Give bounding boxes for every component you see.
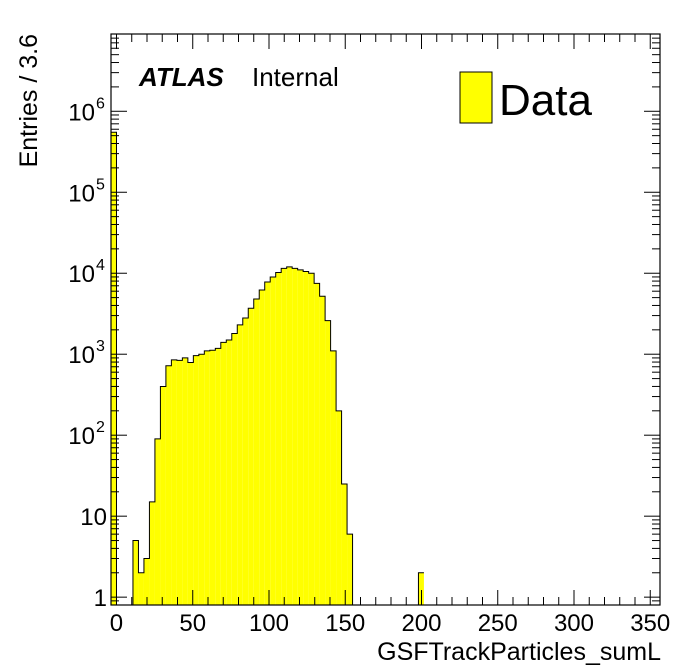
histogram-bar (303, 271, 309, 605)
histogram-bar (319, 296, 326, 605)
y-tick-label-exponent: 5 (96, 176, 105, 193)
atlas-internal-label: Internal (252, 62, 339, 92)
histogram-bar (149, 501, 155, 605)
x-axis-title: GSFTrackParticles_sumL (377, 638, 661, 666)
histogram-bar (270, 276, 276, 605)
histogram-bar (242, 318, 249, 605)
plot-frame (110, 33, 661, 606)
histogram-bar (160, 386, 166, 605)
legend-swatch-data (459, 71, 493, 124)
histogram-bar (209, 350, 216, 605)
histogram-bar (297, 269, 304, 605)
y-tick-label: 10 2 (68, 419, 105, 450)
histogram-bar (347, 534, 353, 605)
y-tick-label-base: 10 (68, 423, 95, 450)
histogram-bar (226, 339, 232, 605)
histogram-bar (143, 558, 150, 605)
y-tick-label-exponent: 6 (96, 95, 105, 112)
histogram-bar (171, 359, 177, 605)
x-tick-label: 100 (249, 610, 289, 637)
histogram-bar (286, 266, 293, 605)
histogram-bar (215, 348, 221, 605)
histogram-bars (110, 131, 424, 606)
x-tick-label: 50 (179, 610, 206, 637)
histogram-bar (132, 540, 139, 605)
histogram-bar (187, 362, 194, 605)
histogram-bar (204, 350, 210, 605)
y-tick-label-exponent: 2 (96, 419, 105, 436)
histogram-bar (264, 281, 271, 605)
y-tick-label: 10 6 (68, 95, 105, 126)
histogram-bar (336, 410, 342, 605)
legend-label-data: Data (499, 76, 592, 125)
histogram-bar (182, 357, 188, 605)
histogram-bar (165, 365, 172, 605)
histogram-outline (110, 131, 424, 606)
histogram-bar (198, 354, 205, 605)
x-tick-label: 150 (325, 610, 365, 637)
histogram-bar (237, 324, 243, 605)
histogram-bar (314, 283, 320, 605)
axis-ticks (111, 33, 660, 606)
x-tick-label: 350 (630, 610, 670, 637)
x-tick-label: 300 (554, 610, 594, 637)
y-tick-label: 10 3 (68, 338, 105, 369)
histogram-bar (341, 483, 348, 605)
histogram-bar (292, 268, 298, 605)
histogram-bar (275, 272, 282, 605)
histogram-bar (154, 438, 161, 605)
histogram-bar (418, 572, 424, 605)
histogram-bar (248, 308, 254, 605)
histogram-bar (176, 360, 183, 605)
y-tick-label-exponent: 3 (96, 338, 105, 355)
x-tick-labels: 0 50 100 150 200 250 300 350 (110, 610, 670, 637)
y-tick-label-base: 1 (94, 585, 107, 612)
histogram-bar (330, 350, 337, 605)
histogram-bar (281, 268, 287, 605)
histogram-bar (231, 333, 238, 605)
atlas-label: ATLAS (138, 62, 224, 92)
y-tick-label: 10 (80, 504, 107, 531)
y-tick-label-base: 10 (68, 261, 95, 288)
histogram-bar (138, 572, 144, 605)
histogram-bar (253, 299, 260, 605)
histogram-bar (259, 290, 265, 605)
legend: Data (459, 71, 592, 125)
y-tick-label-base: 10 (68, 99, 95, 126)
x-tick-label: 200 (401, 610, 441, 637)
histogram-bar (325, 320, 331, 605)
histogram-bar (308, 273, 315, 605)
histogram-bar (220, 342, 227, 605)
y-tick-label-base: 10 (68, 180, 95, 207)
y-axis-title: Entries / 3.6 (15, 34, 43, 167)
y-tick-label-base: 10 (80, 504, 107, 531)
y-tick-label: 1 (94, 585, 107, 612)
x-tick-label: 0 (110, 610, 123, 637)
y-tick-label-base: 10 (68, 342, 95, 369)
y-tick-label-exponent: 4 (96, 257, 105, 274)
x-tick-label: 250 (478, 610, 518, 637)
y-tick-label: 10 5 (68, 176, 105, 207)
histogram-bar (111, 132, 117, 605)
y-tick-label: 10 4 (68, 257, 105, 288)
histogram-bar (193, 355, 199, 605)
